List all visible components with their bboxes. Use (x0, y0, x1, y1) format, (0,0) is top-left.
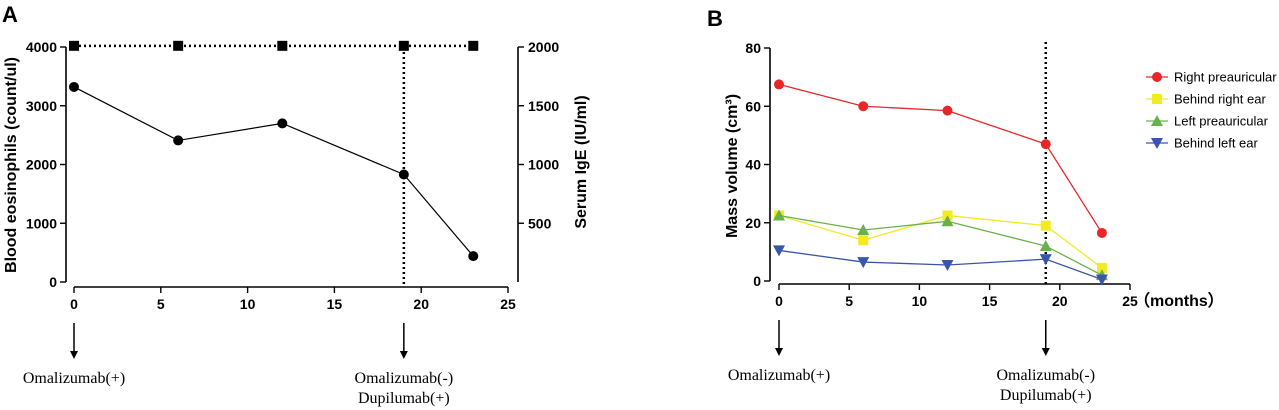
a-right-tick-label-1500: 1500 (528, 98, 559, 114)
b-legend-marker-left-preauricular (1151, 115, 1163, 126)
a-right-tick-label-500: 500 (528, 215, 552, 231)
panel-b-label: B (707, 6, 723, 31)
b-x-tick-label-25: 25 (1122, 293, 1138, 309)
b-y-tick-label-80: 80 (745, 40, 761, 56)
a-right-tick-label-2000: 2000 (528, 39, 559, 55)
a-annotation-arrowhead-1 (399, 351, 408, 359)
b-x-tick-label-10: 10 (912, 293, 928, 309)
b-series-line-right-preauricular (778, 83, 1103, 234)
a-annotation-text-0-0: Omalizumab(+) (23, 370, 125, 387)
b-series-line-behind-left-ear (778, 249, 1103, 281)
b-x-tick-label-0: 0 (775, 293, 783, 309)
b-legend-marker-behind-left-ear (1151, 138, 1163, 149)
panel-b-chart: 0 20 40 60 80 0 5 10 15 20 25（months） Mass volume (… (724, 40, 1277, 404)
b-annotation-text-1-0: Omalizumab(-) (996, 367, 1095, 384)
a-point-serum-ige-0 (69, 40, 79, 51)
b-x-tick-label-15: 15 (982, 293, 998, 309)
b-legend-label-left-preauricular: Left preauricular (1174, 114, 1269, 129)
a-point-blood-eosinophils-1 (173, 135, 184, 146)
a-x-tick-label-25: 25 (500, 296, 516, 312)
a-point-serum-ige-3 (398, 40, 409, 51)
a-x-tick-label-0: 0 (70, 296, 78, 312)
b-annotation-text-1-1: Dupilumab(+) (1000, 387, 1092, 404)
a-right-tick-label-1000: 1000 (528, 157, 559, 173)
b-y-tick-label-20: 20 (745, 215, 761, 231)
b-series-line-left-preauricular (778, 214, 1103, 276)
b-point-left-preauricular-0 (773, 209, 785, 221)
b-point-behind-left-ear-4 (1095, 274, 1108, 286)
b-point-left-preauricular-3 (1039, 240, 1052, 252)
a-point-serum-ige-2 (277, 40, 288, 51)
b-x-tick-label-20: 20 (1052, 293, 1068, 309)
a-x-tick-label-5: 5 (157, 296, 165, 312)
b-point-behind-right-ear-3 (1040, 220, 1051, 231)
a-point-blood-eosinophils-0 (69, 81, 79, 92)
b-annotation-arrowhead-1 (1041, 348, 1050, 356)
b-x-axis-title: （months） (1134, 292, 1224, 310)
a-x-tick-label-15: 15 (327, 296, 343, 312)
b-point-left-preauricular-1 (857, 224, 870, 236)
b-point-right-preauricular-0 (774, 79, 784, 90)
a-point-serum-ige-4 (468, 40, 479, 51)
b-y-tick-label-60: 60 (745, 98, 761, 114)
a-point-blood-eosinophils-4 (468, 251, 479, 262)
b-x-tick-label-5: 5 (845, 293, 853, 309)
b-point-behind-left-ear-2 (941, 259, 954, 271)
b-annotation-text-0-0: Omalizumab(+) (728, 367, 830, 384)
a-left-tick-label-2000: 2000 (26, 157, 57, 173)
a-left-tick-label-3000: 3000 (26, 98, 57, 114)
b-point-right-preauricular-2 (942, 105, 953, 116)
a-point-blood-eosinophils-3 (398, 169, 409, 180)
b-point-behind-right-ear-1 (858, 235, 869, 246)
b-point-behind-right-ear-4 (1096, 262, 1107, 273)
a-left-tick-label-0: 0 (49, 274, 57, 290)
b-y-axis-title: Mass volume (cm³) (724, 94, 741, 238)
a-annotation-text-1-0: Omalizumab(-) (355, 370, 454, 387)
a-x-tick-label-20: 20 (413, 296, 429, 312)
b-legend-label-behind-left-ear: Behind left ear (1174, 136, 1259, 151)
b-annotation-arrowhead-0 (775, 348, 783, 356)
b-legend-marker-behind-right-ear (1152, 94, 1162, 104)
b-legend-label-right-preauricular: Right preauricular (1174, 70, 1277, 85)
a-x-tick-label-10: 10 (240, 296, 256, 312)
a-left-tick-label-1000: 1000 (26, 215, 57, 231)
a-left-tick-label-4000: 4000 (26, 39, 57, 55)
b-y-tick-label-0: 0 (753, 273, 761, 289)
a-right-axis-title: Serum IgE (IU/ml) (573, 95, 590, 228)
a-left-axis-title: Blood eosinophils (count/ul) (3, 57, 20, 273)
panel-a-label: A (2, 2, 18, 27)
b-point-behind-left-ear-0 (773, 245, 785, 257)
b-point-behind-left-ear-3 (1039, 254, 1052, 266)
b-point-behind-left-ear-1 (857, 257, 870, 269)
b-point-left-preauricular-2 (941, 215, 954, 227)
b-legend-label-behind-right-ear: Behind right ear (1174, 92, 1266, 107)
a-annotation-arrowhead-0 (70, 351, 78, 359)
a-series-line-blood-eosinophils (73, 86, 474, 257)
b-point-right-preauricular-3 (1040, 139, 1051, 150)
b-point-right-preauricular-1 (858, 101, 869, 112)
a-annotation-text-1-1: Dupilumab(+) (358, 390, 450, 407)
a-point-serum-ige-1 (173, 40, 184, 51)
panel-a-chart: 0 1000 2000 3000 4000 500 1000 1500 2000 0 5 10 15 20… (3, 39, 590, 407)
b-legend-marker-right-preauricular (1152, 72, 1162, 82)
b-point-right-preauricular-4 (1096, 227, 1107, 238)
b-y-tick-label-40: 40 (745, 157, 761, 173)
a-point-blood-eosinophils-2 (277, 118, 288, 129)
